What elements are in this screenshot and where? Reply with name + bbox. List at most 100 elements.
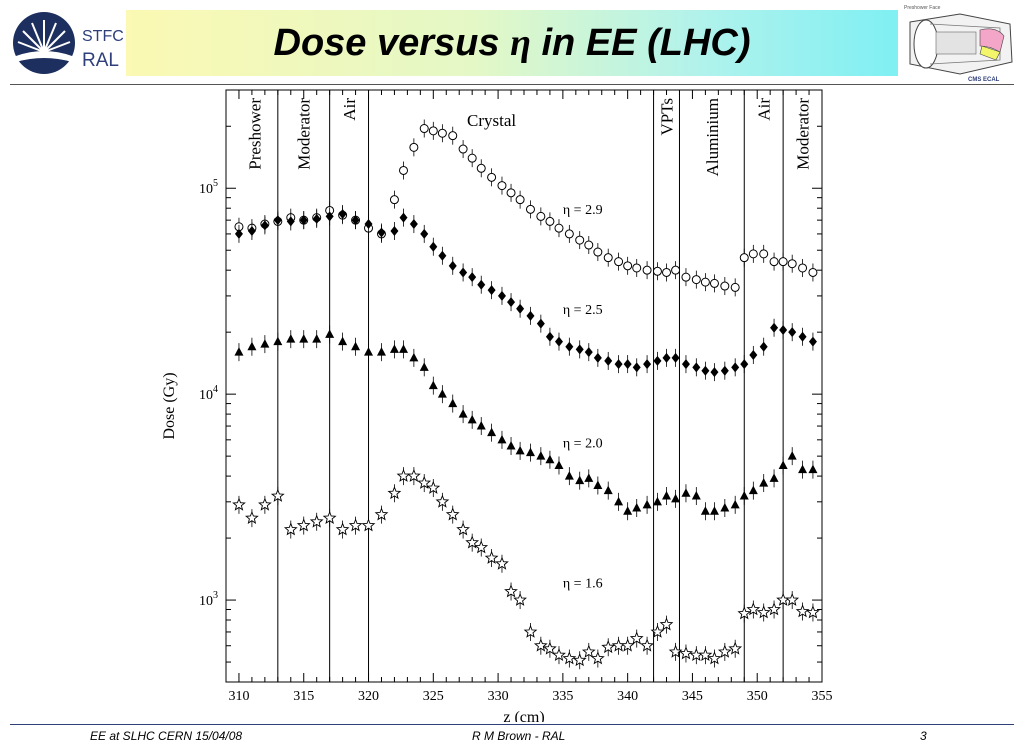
data-point (312, 213, 321, 224)
x-tick-label: 355 (812, 689, 833, 704)
data-point (748, 249, 758, 259)
series-label: η = 2.0 (563, 437, 603, 452)
data-point (620, 638, 635, 652)
data-point (749, 349, 758, 360)
data-point (477, 279, 486, 290)
data-point (662, 267, 672, 277)
logo-text-ral: RAL (82, 50, 119, 71)
data-point (351, 341, 361, 351)
data-point (623, 506, 633, 515)
data-point (545, 331, 554, 342)
data-point (554, 336, 563, 347)
data-point (322, 510, 337, 525)
data-point (435, 494, 450, 508)
data-point (671, 493, 681, 503)
y-tick-label: 105 (199, 178, 218, 197)
data-point (260, 220, 269, 231)
data-point (679, 646, 693, 660)
data-point (234, 347, 244, 356)
data-point (808, 336, 817, 347)
data-point (497, 290, 506, 301)
data-point (296, 518, 311, 532)
data-point (545, 216, 555, 226)
series-label: η = 2.9 (563, 203, 603, 218)
region-label: Moderator (295, 98, 314, 170)
data-point (575, 235, 585, 245)
data-point (361, 518, 376, 532)
region-label: Aluminium (703, 98, 722, 176)
data-point (632, 263, 642, 273)
data-point (584, 347, 593, 358)
logo-text-stfc: STFC (82, 28, 124, 45)
data-point (603, 253, 613, 263)
data-point (759, 341, 768, 352)
data-point (730, 282, 740, 292)
series-label: η = 2.5 (563, 303, 603, 318)
data-point (533, 638, 548, 652)
data-point (795, 604, 810, 618)
data-point (387, 486, 402, 500)
data-point (448, 398, 458, 408)
region-label: Air (340, 98, 359, 121)
data-point (525, 204, 535, 214)
data-point (604, 355, 613, 366)
logo-sunburst-icon (17, 20, 71, 53)
data-point (495, 556, 509, 570)
data-point (681, 272, 691, 282)
data-point (759, 249, 769, 259)
data-point (536, 318, 545, 329)
series-0 (234, 119, 818, 297)
data-point (584, 240, 594, 250)
title-banner: Dose versus η in EE (LHC) (126, 10, 898, 76)
axis-ticks: 310 315 320 325 330 335 340 345 350 355 103 104 105 (199, 89, 833, 704)
data-point (681, 488, 691, 497)
data-point (584, 473, 594, 482)
data-point (348, 518, 363, 532)
region-label: Moderator (794, 98, 813, 170)
data-point (312, 334, 322, 343)
data-point (426, 480, 441, 494)
data-point (325, 329, 335, 338)
data-point (671, 352, 680, 363)
data-point (399, 344, 409, 353)
data-point (390, 225, 399, 236)
x-tick-label: 310 (228, 689, 249, 704)
data-point (245, 510, 259, 525)
data-point (650, 624, 665, 638)
data-point (788, 327, 797, 338)
region-label: Crystal (467, 111, 516, 130)
data-point (808, 464, 818, 474)
data-point (691, 275, 701, 285)
data-point (468, 272, 477, 283)
data-point (746, 602, 761, 616)
series-layer (232, 119, 820, 670)
data-point (562, 651, 577, 665)
data-point (299, 215, 308, 226)
data-point (652, 266, 662, 276)
data-point (536, 211, 546, 221)
detector-caption: CMS ECAL (968, 77, 1000, 83)
data-point (614, 359, 623, 370)
data-point (419, 124, 429, 134)
data-point (484, 550, 499, 564)
data-point (720, 502, 730, 512)
region-label: VPTs (658, 98, 677, 136)
data-point (623, 359, 632, 370)
plot-frame (225, 89, 823, 683)
data-point (273, 215, 282, 226)
data-point (778, 460, 788, 470)
data-point (507, 297, 516, 308)
data-point (459, 267, 468, 278)
data-point (476, 421, 486, 430)
data-point (808, 267, 818, 277)
data-point (487, 427, 497, 437)
data-point (564, 471, 574, 480)
data-point (260, 339, 270, 348)
data-point (283, 522, 298, 536)
data-point (448, 131, 458, 141)
x-tick-label: 340 (617, 689, 638, 704)
data-point (593, 352, 602, 363)
x-axis-label: z (cm) (503, 709, 544, 722)
data-point (515, 195, 525, 205)
data-point (504, 584, 518, 598)
